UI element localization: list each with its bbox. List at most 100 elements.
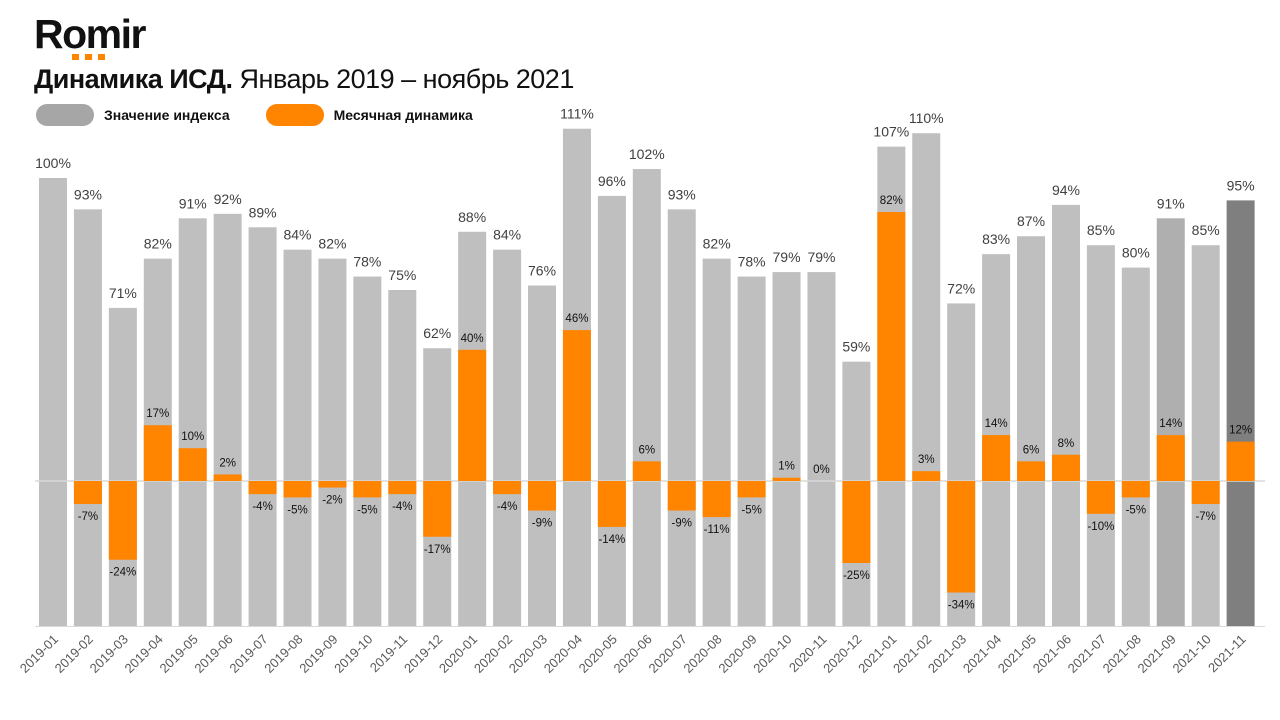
monthly-bar	[458, 349, 487, 481]
index-data-label: 82%	[318, 236, 346, 252]
index-bar	[1156, 218, 1185, 626]
monthly-bar	[842, 481, 871, 563]
legend-item-index: Значение индекса	[36, 104, 230, 126]
monthly-data-label: 46%	[565, 313, 588, 325]
monthly-bar	[283, 481, 312, 498]
monthly-data-label: -4%	[497, 501, 517, 513]
index-data-label: 94%	[1052, 182, 1080, 198]
monthly-bar	[1086, 481, 1115, 514]
monthly-data-label: 0%	[813, 464, 830, 476]
index-bar	[1086, 245, 1115, 626]
monthly-data-label: -25%	[843, 570, 870, 582]
index-data-label: 76%	[528, 263, 556, 279]
index-data-label: 78%	[353, 254, 381, 270]
index-data-label: 107%	[873, 124, 909, 140]
monthly-bar	[1156, 435, 1185, 481]
monthly-bar	[772, 477, 801, 481]
index-bar	[912, 133, 941, 626]
index-data-label: 82%	[144, 236, 172, 252]
index-bar	[108, 307, 137, 626]
chart-legend: Значение индекса Месячная динамика	[36, 104, 509, 126]
logo-dots-icon	[72, 54, 105, 60]
index-bar	[702, 258, 731, 626]
index-data-label: 88%	[458, 209, 486, 225]
index-data-label: 93%	[74, 186, 102, 202]
monthly-bar	[562, 330, 591, 481]
monthly-bar	[318, 481, 347, 488]
index-bar	[213, 213, 242, 626]
monthly-data-label: -5%	[287, 504, 307, 516]
index-data-label: 96%	[598, 173, 626, 189]
monthly-bar	[353, 481, 382, 498]
index-data-label: 72%	[947, 280, 975, 296]
monthly-bar	[248, 481, 277, 495]
monthly-bar	[143, 425, 172, 481]
index-bar	[493, 249, 522, 626]
monthly-data-label: -2%	[322, 495, 342, 507]
index-bar	[1191, 245, 1220, 626]
index-data-label: 75%	[388, 267, 416, 283]
index-data-label: 59%	[842, 339, 870, 355]
monthly-bar	[947, 481, 976, 593]
index-bar	[353, 276, 382, 626]
monthly-data-label: 40%	[461, 333, 484, 345]
legend-label-index: Значение индекса	[104, 107, 230, 123]
monthly-bar	[1017, 461, 1046, 481]
monthly-data-label: 6%	[1023, 444, 1040, 456]
monthly-data-label: -9%	[672, 518, 692, 530]
index-bar	[528, 285, 557, 626]
monthly-bar	[702, 481, 731, 518]
index-bar	[178, 218, 207, 626]
index-data-label: 79%	[773, 249, 801, 265]
monthly-bar	[178, 448, 207, 481]
index-bar	[737, 276, 766, 626]
romir-logo: Romir	[34, 11, 146, 57]
index-data-label: 85%	[1087, 222, 1115, 238]
index-bar	[772, 272, 801, 626]
index-data-label: 89%	[249, 204, 277, 220]
monthly-data-label: -5%	[741, 504, 761, 516]
chart-title: Динамика ИСД. Январь 2019 – ноябрь 2021	[34, 64, 574, 95]
index-data-label: 85%	[1192, 222, 1220, 238]
index-bar	[318, 258, 347, 626]
index-bar	[1017, 236, 1046, 627]
monthly-data-label: -5%	[1126, 504, 1146, 516]
index-data-label: 78%	[738, 254, 766, 270]
monthly-bar	[912, 471, 941, 481]
monthly-data-label: 6%	[638, 444, 655, 456]
index-data-label: 111%	[560, 106, 594, 122]
index-bar	[39, 178, 67, 626]
monthly-bar	[493, 481, 522, 495]
index-data-label: 91%	[1157, 195, 1185, 211]
monthly-data-label: 3%	[918, 454, 935, 466]
index-data-label: 62%	[423, 325, 451, 341]
chart-title-rest: Январь 2019 – ноябрь 2021	[232, 64, 575, 94]
index-data-label: 100%	[35, 155, 71, 171]
monthly-bar	[877, 212, 906, 482]
monthly-data-label: -7%	[1195, 511, 1215, 523]
monthly-bar	[632, 461, 661, 481]
monthly-data-label: -4%	[252, 501, 272, 513]
monthly-bar	[597, 481, 626, 527]
monthly-data-label: -34%	[948, 600, 975, 612]
monthly-data-label: 8%	[1058, 438, 1075, 450]
monthly-data-label: -17%	[424, 544, 451, 556]
monthly-bar	[737, 481, 766, 498]
index-bar	[248, 227, 277, 626]
index-bar	[73, 209, 102, 627]
monthly-data-label: 10%	[181, 431, 204, 443]
monthly-bar	[423, 481, 452, 537]
monthly-data-label: -5%	[357, 504, 377, 516]
monthly-bar	[213, 474, 242, 481]
monthly-bar	[667, 481, 696, 511]
monthly-data-label: 82%	[880, 195, 903, 207]
monthly-data-label: 17%	[146, 408, 169, 420]
monthly-data-label: 14%	[985, 418, 1008, 430]
x-tick-label: 2021-11	[1205, 632, 1249, 676]
monthly-data-label: 12%	[1229, 425, 1252, 437]
index-data-label: 110%	[909, 110, 944, 126]
index-data-label: 82%	[703, 236, 731, 252]
index-data-label: 95%	[1227, 177, 1255, 193]
monthly-bar	[73, 481, 102, 504]
